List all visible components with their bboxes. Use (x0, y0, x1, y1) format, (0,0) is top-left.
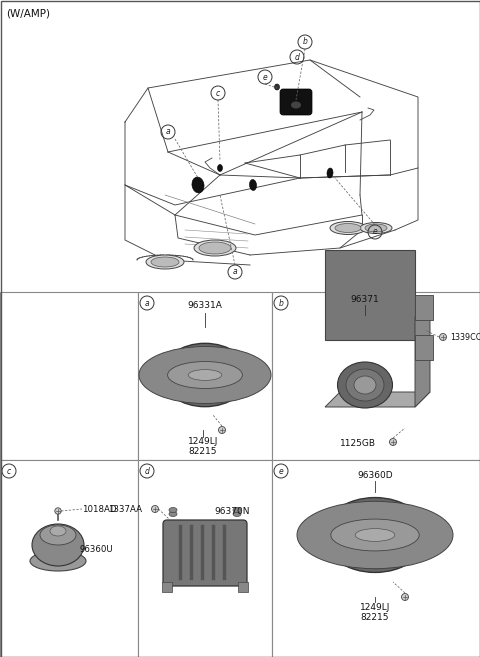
Circle shape (389, 438, 396, 445)
Ellipse shape (161, 344, 249, 407)
Ellipse shape (346, 369, 384, 401)
Bar (138, 460, 272, 657)
Text: c: c (7, 466, 11, 476)
Bar (325, 250, 415, 340)
Text: c: c (216, 89, 220, 97)
Ellipse shape (217, 164, 223, 171)
Ellipse shape (139, 346, 271, 403)
Text: 1018AD: 1018AD (82, 505, 117, 514)
Text: 1337AA: 1337AA (108, 505, 142, 514)
Text: a: a (166, 127, 170, 137)
Text: b: b (302, 37, 307, 47)
Bar (162, 582, 172, 592)
Ellipse shape (40, 525, 76, 545)
Bar (238, 582, 248, 592)
Ellipse shape (169, 507, 177, 512)
Ellipse shape (32, 524, 84, 566)
Text: 96370N: 96370N (214, 507, 250, 516)
Ellipse shape (146, 255, 184, 269)
Text: e: e (278, 466, 283, 476)
Ellipse shape (50, 526, 66, 536)
Text: 96360U: 96360U (80, 545, 114, 553)
Bar (138, 292, 272, 460)
Ellipse shape (169, 512, 177, 516)
Text: b: b (278, 298, 283, 307)
Text: 82215: 82215 (361, 612, 389, 622)
Text: e: e (263, 72, 267, 81)
Text: 1125GB: 1125GB (340, 440, 376, 449)
Ellipse shape (323, 497, 427, 572)
Bar (415, 335, 433, 360)
Ellipse shape (275, 84, 279, 90)
Ellipse shape (168, 361, 242, 388)
FancyBboxPatch shape (280, 89, 312, 115)
Ellipse shape (192, 177, 204, 193)
Ellipse shape (188, 370, 222, 380)
Text: e: e (372, 227, 377, 237)
Text: d: d (144, 466, 149, 476)
Bar (415, 295, 433, 320)
Circle shape (440, 334, 446, 340)
Circle shape (55, 508, 61, 514)
Text: 1339CC: 1339CC (450, 332, 480, 342)
Text: 82215: 82215 (189, 447, 217, 457)
Ellipse shape (297, 501, 453, 569)
Ellipse shape (337, 362, 393, 408)
Ellipse shape (354, 376, 376, 394)
Ellipse shape (327, 168, 333, 178)
Text: (W/AMP): (W/AMP) (6, 8, 50, 18)
Ellipse shape (233, 507, 241, 512)
Ellipse shape (30, 551, 86, 571)
Bar (272, 460, 480, 657)
Ellipse shape (335, 223, 361, 233)
Text: a: a (233, 267, 237, 277)
Bar (0, 292, 138, 460)
Ellipse shape (355, 529, 395, 541)
Text: d: d (295, 53, 300, 62)
Bar (272, 292, 480, 460)
Ellipse shape (360, 223, 392, 233)
Text: 96371: 96371 (350, 296, 379, 304)
Circle shape (218, 426, 226, 434)
Ellipse shape (199, 242, 231, 254)
Polygon shape (325, 392, 430, 407)
Ellipse shape (365, 224, 387, 232)
Text: 1249LJ: 1249LJ (360, 602, 390, 612)
Ellipse shape (151, 257, 179, 267)
Bar (0, 460, 138, 657)
Text: a: a (144, 298, 149, 307)
Polygon shape (415, 302, 430, 407)
Ellipse shape (331, 519, 419, 551)
Text: 96360D: 96360D (357, 472, 393, 480)
Ellipse shape (330, 221, 366, 235)
Text: 96331A: 96331A (188, 302, 222, 311)
Text: 1249LJ: 1249LJ (188, 438, 218, 447)
FancyBboxPatch shape (163, 520, 247, 586)
Ellipse shape (250, 179, 256, 191)
Ellipse shape (194, 240, 236, 256)
Circle shape (152, 505, 158, 512)
Ellipse shape (291, 101, 301, 108)
Ellipse shape (233, 512, 241, 516)
Circle shape (401, 593, 408, 600)
